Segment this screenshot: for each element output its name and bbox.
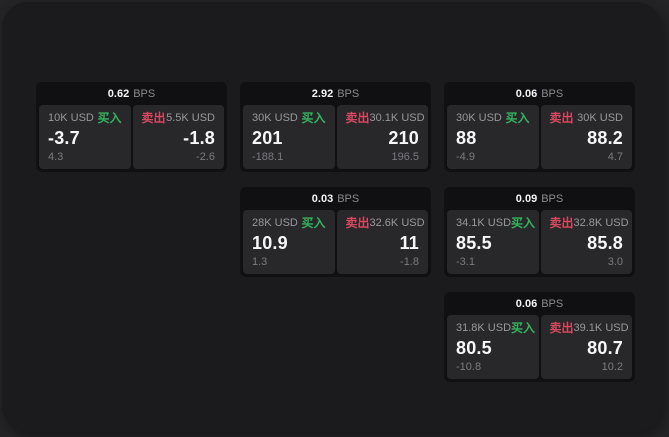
buy-amount: 31.8K USD: [456, 322, 512, 334]
sell-cell[interactable]: 卖出 5.5K USD -1.8 -2.6: [132, 105, 224, 169]
card-header: 0.09 BPS: [444, 187, 635, 210]
sell-label: 卖出: [345, 216, 370, 230]
card-header: 0.03 BPS: [240, 187, 431, 210]
sell-cell[interactable]: 卖出 39.1K USD 80.7 10.2: [540, 315, 632, 379]
app-window: 0.62 BPS 10K USD 买入 -3.7 4.3 卖出 5.5K USD…: [2, 2, 662, 432]
bps-unit-label: BPS: [541, 192, 564, 205]
sell-amount: 32.8K USD: [573, 217, 629, 229]
sell-price: 11: [399, 233, 419, 253]
quote-card-0: 0.62 BPS 10K USD 买入 -3.7 4.3 卖出 5.5K USD…: [36, 82, 227, 172]
quote-card-1: 2.92 BPS 30K USD 买入 201 -188.1 卖出 30.1K …: [240, 82, 431, 172]
buy-price: 85.5: [456, 233, 492, 253]
buy-delta: -3.1: [456, 256, 475, 268]
sell-label: 卖出: [549, 321, 574, 335]
quote-card-2: 0.06 BPS 30K USD 买入 88 -4.9 卖出 30K USD 8…: [444, 82, 635, 172]
sell-amount: 39.1K USD: [573, 322, 629, 334]
buy-label: 买入: [511, 216, 536, 230]
sell-amount: 5.5K USD: [166, 112, 215, 124]
buy-label: 买入: [505, 111, 530, 125]
buy-amount: 28K USD: [252, 217, 298, 229]
buy-label: 买入: [301, 216, 326, 230]
buy-cell[interactable]: 30K USD 买入 88 -4.9: [447, 105, 539, 169]
sell-price: 85.8: [587, 233, 623, 253]
card-body: 30K USD 买入 88 -4.9 卖出 30K USD 88.2 4.7: [444, 105, 635, 172]
buy-delta: -188.1: [252, 151, 284, 163]
quote-card-5: 0.06 BPS 31.8K USD 买入 80.5 -10.8 卖出 39.1…: [444, 292, 635, 382]
sell-cell[interactable]: 卖出 30K USD 88.2 4.7: [540, 105, 632, 169]
sell-price: 210: [388, 128, 419, 148]
bps-unit-label: BPS: [337, 192, 360, 205]
bps-value: 0.62: [107, 87, 130, 100]
card-body: 34.1K USD 买入 85.5 -3.1 卖出 32.8K USD 85.8…: [444, 210, 635, 277]
buy-amount: 10K USD: [48, 112, 94, 124]
sell-delta: 4.7: [607, 151, 623, 163]
sell-delta: -1.8: [400, 256, 419, 268]
buy-delta: -4.9: [456, 151, 475, 163]
sell-amount: 30.1K USD: [369, 112, 425, 124]
buy-amount: 30K USD: [456, 112, 502, 124]
buy-price: -3.7: [48, 128, 80, 148]
sell-cell[interactable]: 卖出 30.1K USD 210 196.5: [336, 105, 428, 169]
buy-amount: 30K USD: [252, 112, 298, 124]
sell-delta: 3.0: [607, 256, 623, 268]
sell-amount: 30K USD: [577, 112, 623, 124]
bps-value: 2.92: [311, 87, 334, 100]
card-body: 28K USD 买入 10.9 1.3 卖出 32.6K USD 11 -1.8: [240, 210, 431, 277]
bps-unit-label: BPS: [541, 87, 564, 100]
bps-value: 0.06: [515, 297, 538, 310]
buy-cell[interactable]: 31.8K USD 买入 80.5 -10.8: [447, 315, 539, 379]
sell-delta: 10.2: [601, 361, 623, 373]
buy-cell[interactable]: 30K USD 买入 201 -188.1: [243, 105, 335, 169]
bps-value: 0.03: [311, 192, 334, 205]
buy-amount: 34.1K USD: [456, 217, 512, 229]
bps-unit-label: BPS: [541, 297, 564, 310]
sell-label: 卖出: [345, 111, 370, 125]
sell-amount: 32.6K USD: [369, 217, 425, 229]
buy-cell[interactable]: 34.1K USD 买入 85.5 -3.1: [447, 210, 539, 274]
sell-label: 卖出: [549, 111, 574, 125]
buy-delta: 4.3: [48, 151, 64, 163]
buy-label: 买入: [511, 321, 536, 335]
card-body: 10K USD 买入 -3.7 4.3 卖出 5.5K USD -1.8 -2.…: [36, 105, 227, 172]
bps-unit-label: BPS: [133, 87, 156, 100]
quote-card-4: 0.09 BPS 34.1K USD 买入 85.5 -3.1 卖出 32.8K…: [444, 187, 635, 277]
card-header: 0.06 BPS: [444, 82, 635, 105]
quote-card-3: 0.03 BPS 28K USD 买入 10.9 1.3 卖出 32.6K US…: [240, 187, 431, 277]
sell-delta: 196.5: [391, 151, 419, 163]
buy-label: 买入: [97, 111, 122, 125]
buy-price: 80.5: [456, 338, 492, 358]
buy-delta: 1.3: [252, 256, 268, 268]
buy-price: 10.9: [252, 233, 288, 253]
card-header: 2.92 BPS: [240, 82, 431, 105]
card-body: 30K USD 买入 201 -188.1 卖出 30.1K USD 210 1…: [240, 105, 431, 172]
sell-cell[interactable]: 卖出 32.6K USD 11 -1.8: [336, 210, 428, 274]
sell-delta: -2.6: [196, 151, 215, 163]
card-header: 0.06 BPS: [444, 292, 635, 315]
sell-price: -1.8: [183, 128, 215, 148]
card-body: 31.8K USD 买入 80.5 -10.8 卖出 39.1K USD 80.…: [444, 315, 635, 382]
buy-price: 88: [456, 128, 477, 148]
buy-delta: -10.8: [456, 361, 482, 373]
sell-price: 80.7: [587, 338, 623, 358]
sell-price: 88.2: [587, 128, 623, 148]
buy-cell[interactable]: 10K USD 买入 -3.7 4.3: [39, 105, 131, 169]
bps-unit-label: BPS: [337, 87, 360, 100]
bps-value: 0.06: [515, 87, 538, 100]
buy-label: 买入: [301, 111, 326, 125]
sell-label: 卖出: [141, 111, 166, 125]
bps-value: 0.09: [515, 192, 538, 205]
sell-label: 卖出: [549, 216, 574, 230]
buy-price: 201: [252, 128, 283, 148]
card-header: 0.62 BPS: [36, 82, 227, 105]
sell-cell[interactable]: 卖出 32.8K USD 85.8 3.0: [540, 210, 632, 274]
buy-cell[interactable]: 28K USD 买入 10.9 1.3: [243, 210, 335, 274]
